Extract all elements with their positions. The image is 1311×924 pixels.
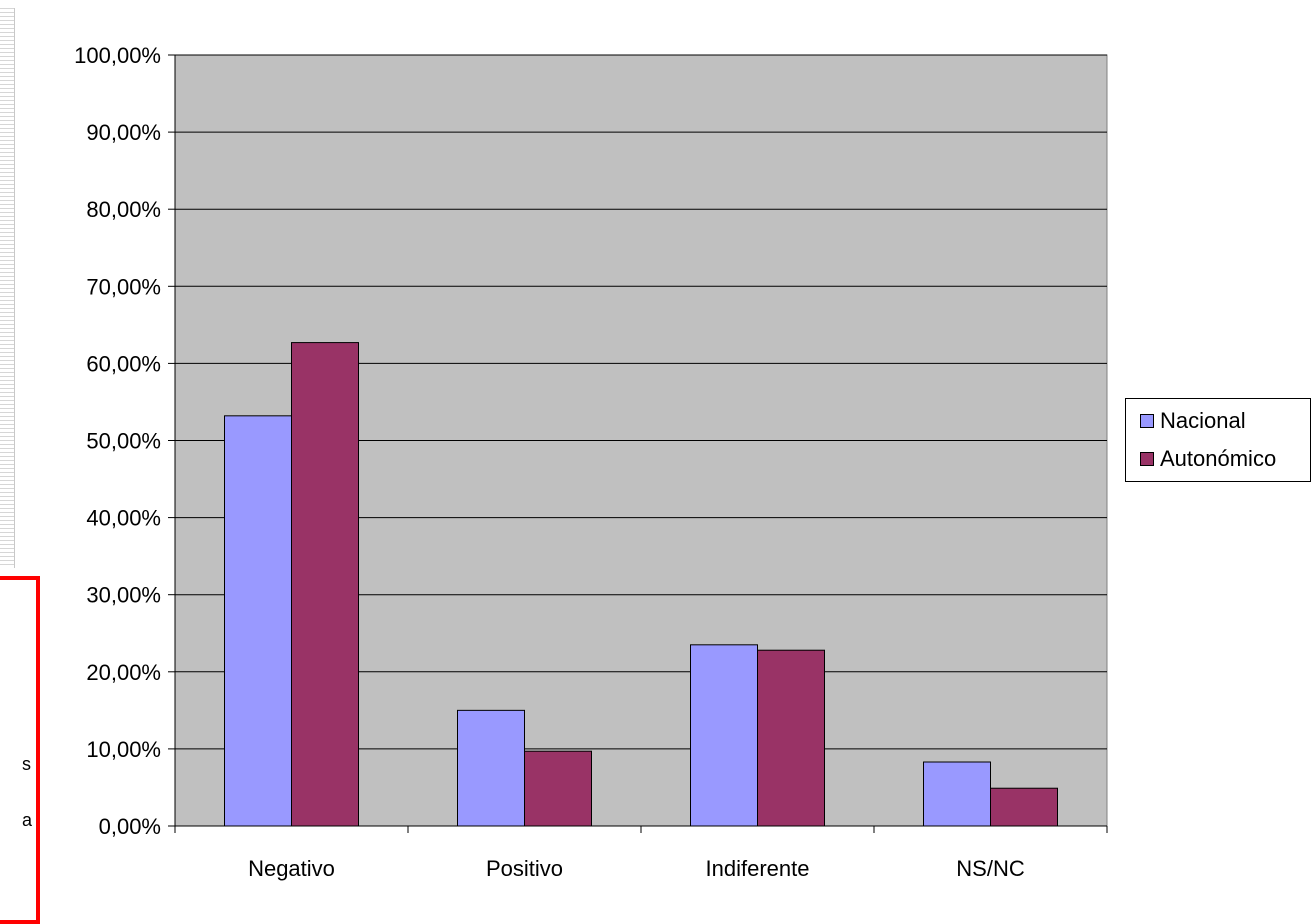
legend-item-nacional: Nacional: [1140, 408, 1246, 434]
chart-legend: Nacional Autonómico: [1125, 398, 1311, 482]
legend-swatch-nacional: [1140, 414, 1154, 428]
legend-item-autonomico: Autonómico: [1140, 446, 1276, 472]
bar-autonomico: [524, 750, 592, 827]
bar-autonomico: [291, 342, 359, 827]
legend-swatch-autonomico: [1140, 452, 1154, 466]
category-label: Indiferente: [706, 856, 810, 881]
y-tick-label: 20,00%: [86, 660, 161, 685]
category-labels: Negativo Positivo Indiferente NS/NC: [248, 856, 1025, 881]
bar-autonomico: [757, 649, 825, 827]
y-tick-label: 80,00%: [86, 197, 161, 222]
y-tick-label: 30,00%: [86, 583, 161, 608]
y-tick-label: 60,00%: [86, 351, 161, 376]
left-ruler-strip: [0, 8, 15, 568]
bar-autonomico: [990, 787, 1058, 827]
y-tick-label: 40,00%: [86, 506, 161, 531]
y-tick-labels: 0,00% 10,00% 20,00% 30,00% 40,00% 50,00% 60,00…: [74, 43, 161, 839]
legend-label-nacional: Nacional: [1160, 408, 1246, 433]
category-label: Negativo: [248, 856, 335, 881]
y-tick-label: 10,00%: [86, 737, 161, 762]
y-tick-label: 90,00%: [86, 120, 161, 145]
category-label: NS/NC: [956, 856, 1025, 881]
callout-text-fragment-2: a: [22, 810, 33, 830]
y-tick-label: 100,00%: [74, 43, 161, 68]
y-tick-label: 70,00%: [86, 274, 161, 299]
axes: [168, 54, 1108, 833]
bar-nacional: [690, 644, 758, 827]
bar-nacional: [224, 415, 292, 827]
red-callout-box: s a: [0, 576, 40, 924]
callout-text-fragment-1: s: [22, 754, 31, 774]
category-label: Positivo: [486, 856, 563, 881]
bar-nacional: [457, 709, 525, 827]
bars: [224, 342, 1058, 827]
legend-label-autonomico: Autonómico: [1160, 446, 1277, 471]
bar-nacional: [923, 761, 991, 827]
y-tick-label: 0,00%: [99, 814, 161, 839]
y-tick-label: 50,00%: [86, 429, 161, 454]
